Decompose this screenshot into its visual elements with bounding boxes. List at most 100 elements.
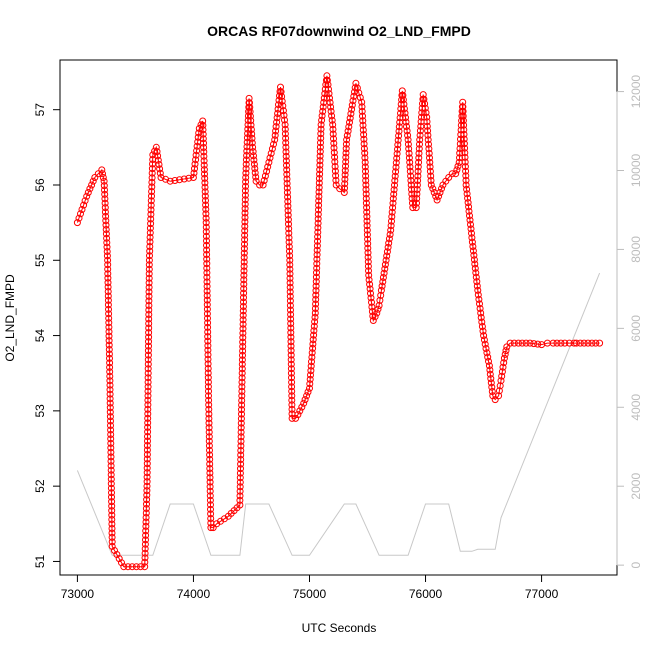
data-point: [362, 172, 370, 180]
data-point: [144, 396, 152, 404]
data-point: [202, 214, 210, 222]
data-point: [312, 296, 320, 303]
data-point: [238, 365, 246, 373]
data-point: [316, 161, 324, 169]
data-point: [201, 188, 209, 196]
data-point: [468, 234, 476, 242]
data-point: [283, 180, 291, 187]
data-point: [108, 511, 116, 519]
data-point: [102, 217, 110, 225]
data-point: [105, 350, 113, 358]
data-point: [288, 387, 296, 395]
data-point: [243, 138, 251, 146]
data-point: [278, 97, 286, 105]
data-point: [145, 302, 153, 309]
data-point: [143, 473, 151, 481]
data-point: [424, 127, 432, 135]
data-point: [413, 190, 421, 198]
data-point: [193, 147, 201, 155]
data-point: [155, 161, 163, 168]
data-point: [414, 163, 422, 171]
data-point: [346, 118, 353, 126]
data-point: [240, 285, 248, 293]
primary-series: [73, 72, 604, 571]
data-point: [400, 100, 408, 108]
data-point: [307, 371, 314, 379]
data-point: [250, 160, 258, 168]
data-point: [154, 156, 162, 164]
data-point: [205, 396, 213, 404]
data-point: [412, 204, 420, 212]
data-point: [75, 214, 83, 222]
data-point: [514, 339, 522, 347]
data-point: [391, 181, 398, 189]
data-point: [401, 109, 409, 117]
data-point: [200, 148, 208, 156]
data-point: [107, 448, 115, 456]
data-point: [284, 202, 292, 210]
data-point: [425, 145, 433, 153]
data-point: [364, 240, 372, 248]
data-point: [284, 207, 292, 215]
data-point: [469, 247, 477, 255]
data-point: [298, 403, 306, 411]
data-point: [239, 325, 247, 333]
data-point: [202, 201, 210, 209]
data-point: [469, 243, 477, 250]
data-point: [477, 314, 485, 321]
data-point: [460, 140, 468, 148]
data-point: [284, 211, 292, 219]
data-point: [143, 446, 151, 454]
data-point: [206, 492, 214, 500]
data-point: [205, 392, 212, 400]
data-point: [378, 282, 386, 290]
data-point: [204, 360, 212, 368]
data-point: [141, 554, 149, 562]
data-point: [209, 524, 217, 532]
data-point: [144, 419, 152, 427]
data-point: [461, 149, 469, 157]
data-point: [202, 205, 210, 213]
data-point: [327, 107, 335, 115]
data-point: [285, 238, 293, 246]
data-point: [408, 195, 416, 202]
data-point: [240, 267, 248, 275]
data-point: [349, 97, 357, 105]
y-tick-label: 54: [33, 329, 47, 343]
data-point: [485, 362, 493, 370]
data-point: [237, 437, 245, 445]
data-point: [241, 240, 248, 248]
data-point: [283, 175, 291, 183]
data-point: [242, 182, 249, 190]
data-point: [101, 204, 109, 212]
data-point: [284, 193, 292, 201]
data-point: [341, 175, 349, 183]
data-point: [307, 362, 315, 370]
right-y-tick-label: 10000: [629, 153, 643, 187]
x-tick-label: 74000: [177, 587, 211, 601]
data-point: [488, 383, 496, 391]
data-point: [310, 327, 318, 335]
data-point: [108, 520, 116, 528]
data-point: [348, 101, 356, 109]
data-point: [238, 356, 246, 364]
data-point: [318, 112, 326, 120]
data-point: [204, 337, 212, 345]
data-point: [530, 340, 538, 348]
data-point: [107, 475, 115, 483]
data-point: [364, 258, 372, 266]
data-point: [145, 288, 153, 296]
data-point: [204, 319, 212, 327]
data-point: [148, 174, 156, 182]
data-point: [526, 339, 534, 347]
y-tick-label: 53: [33, 404, 47, 418]
data-point: [495, 392, 503, 400]
data-point: [342, 162, 349, 170]
data-point: [288, 392, 296, 400]
x-tick-label: 77000: [525, 587, 559, 601]
data-point: [141, 563, 149, 571]
data-point: [281, 116, 288, 124]
data-point: [462, 181, 470, 189]
data-point: [287, 338, 295, 346]
data-point: [475, 295, 483, 303]
